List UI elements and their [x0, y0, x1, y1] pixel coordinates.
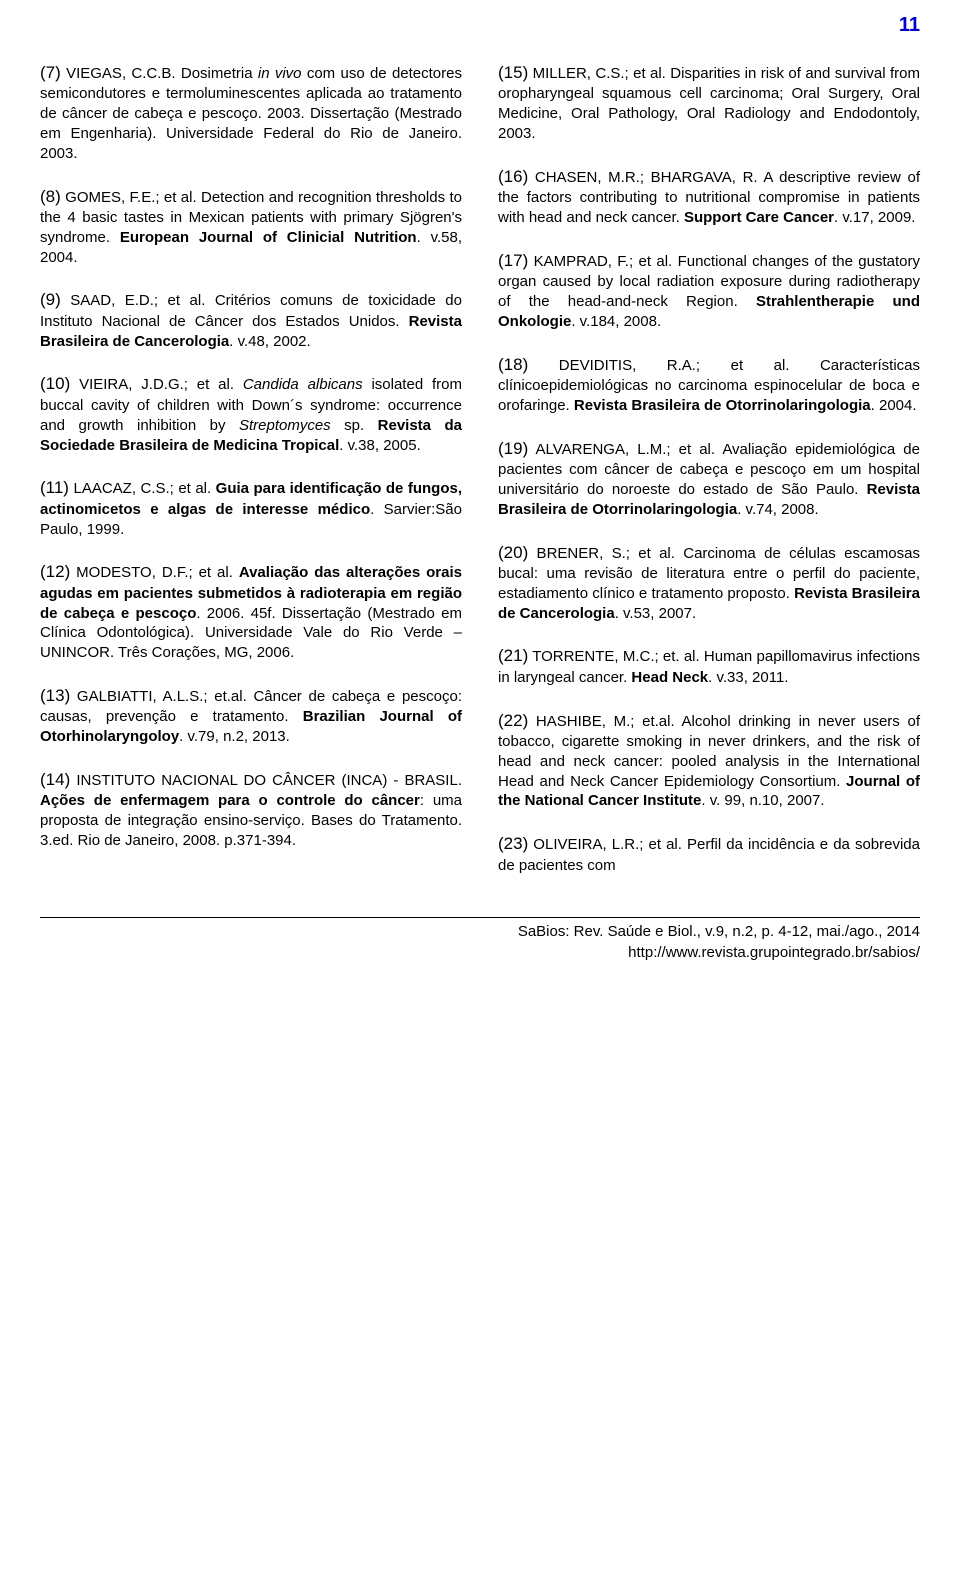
reference-text: . v.48, 2002. [229, 333, 310, 350]
reference-item: (13) GALBIATTI, A.L.S.; et.al. Câncer de… [40, 685, 462, 747]
reference-number: (21) [498, 646, 528, 665]
reference-text: . v.79, n.2, 2013. [179, 728, 290, 745]
reference-text: INSTITUTO NACIONAL DO CÂNCER (INCA) - BR… [70, 772, 462, 789]
reference-item: (10) VIEIRA, J.D.G.; et al. Candida albi… [40, 373, 462, 455]
reference-text: . v.184, 2008. [571, 313, 661, 330]
reference-number: (17) [498, 251, 528, 270]
reference-number: (14) [40, 770, 70, 789]
reference-text: . 2004. [871, 397, 917, 414]
reference-text: OLIVEIRA, L.R.; et al. Perfil da incidên… [498, 836, 920, 873]
reference-number: (12) [40, 562, 70, 581]
reference-number: (20) [498, 543, 528, 562]
reference-number: (23) [498, 834, 528, 853]
reference-item: (14) INSTITUTO NACIONAL DO CÂNCER (INCA)… [40, 769, 462, 851]
reference-text: in vivo [258, 65, 302, 82]
reference-text: LAACAZ, C.S.; et al. [69, 480, 216, 497]
reference-item: (12) MODESTO, D.F.; et al. Avaliação das… [40, 561, 462, 663]
reference-item: (7) VIEGAS, C.C.B. Dosimetria in vivo co… [40, 62, 462, 164]
reference-number: (11) [40, 478, 69, 497]
reference-text: European Journal of Clinicial Nutrition [120, 229, 417, 246]
footer-citation: SaBios: Rev. Saúde e Biol., v.9, n.2, p.… [40, 922, 920, 942]
reference-text: sp. [331, 417, 378, 434]
reference-number: (22) [498, 711, 528, 730]
reference-item: (18) DEVIDITIS, R.A.; et al. Característ… [498, 354, 920, 416]
reference-number: (7) [40, 63, 61, 82]
reference-text: MILLER, C.S.; et al. Disparities in risk… [498, 65, 920, 142]
reference-text: . v.17, 2009. [834, 209, 915, 226]
reference-item: (22) HASHIBE, M.; et.al. Alcohol drinkin… [498, 710, 920, 812]
reference-item: (16) CHASEN, M.R.; BHARGAVA, R. A descri… [498, 166, 920, 228]
reference-number: (15) [498, 63, 528, 82]
page-number: 11 [0, 0, 960, 37]
reference-item: (11) LAACAZ, C.S.; et al. Guia para iden… [40, 477, 462, 539]
reference-text: Streptomyces [239, 417, 331, 434]
reference-text: ALVARENGA, L.M.; et al. Avaliação epidem… [498, 441, 920, 498]
reference-item: (17) KAMPRAD, F.; et al. Functional chan… [498, 250, 920, 332]
reference-number: (10) [40, 374, 70, 393]
reference-number: (16) [498, 167, 528, 186]
reference-item: (8) GOMES, F.E.; et al. Detection and re… [40, 186, 462, 268]
reference-item: (21) TORRENTE, M.C.; et. al. Human papil… [498, 645, 920, 687]
reference-text: . v.33, 2011. [708, 669, 788, 686]
reference-number: (8) [40, 187, 61, 206]
reference-item: (15) MILLER, C.S.; et al. Disparities in… [498, 62, 920, 144]
reference-text: VIEIRA, J.D.G.; et al. [70, 376, 243, 393]
reference-text: MODESTO, D.F.; et al. [70, 564, 239, 581]
reference-number: (19) [498, 439, 528, 458]
reference-item: (9) SAAD, E.D.; et al. Critérios comuns … [40, 289, 462, 351]
reference-number: (13) [40, 686, 70, 705]
reference-item: (20) BRENER, S.; et al. Carcinoma de cél… [498, 542, 920, 624]
reference-text: SAAD, E.D.; et al. Critérios comuns de t… [40, 292, 462, 329]
reference-text: . v.38, 2005. [339, 437, 420, 454]
footer: SaBios: Rev. Saúde e Biol., v.9, n.2, p.… [0, 918, 960, 983]
right-column: (15) MILLER, C.S.; et al. Disparities in… [498, 47, 920, 897]
left-column: (7) VIEGAS, C.C.B. Dosimetria in vivo co… [40, 47, 462, 897]
reference-item: (19) ALVARENGA, L.M.; et al. Avaliação e… [498, 438, 920, 520]
reference-number: (9) [40, 290, 61, 309]
reference-text: VIEGAS, C.C.B. Dosimetria [61, 65, 258, 82]
reference-text: Candida albicans [243, 376, 363, 393]
reference-text: Ações de enfermagem para o controle do c… [40, 792, 420, 809]
reference-text: . v. 99, n.10, 2007. [701, 792, 824, 809]
footer-url: http://www.revista.grupointegrado.br/sab… [40, 943, 920, 963]
reference-text: Head Neck [631, 669, 708, 686]
reference-text: . v.74, 2008. [737, 501, 818, 518]
reference-number: (18) [498, 355, 528, 374]
reference-text: Support Care Cancer [684, 209, 834, 226]
reference-text: . v.53, 2007. [615, 605, 696, 622]
references-columns: (7) VIEGAS, C.C.B. Dosimetria in vivo co… [0, 37, 960, 917]
reference-item: (23) OLIVEIRA, L.R.; et al. Perfil da in… [498, 833, 920, 875]
reference-text: Revista Brasileira de Otorrinolaringolog… [574, 397, 871, 414]
